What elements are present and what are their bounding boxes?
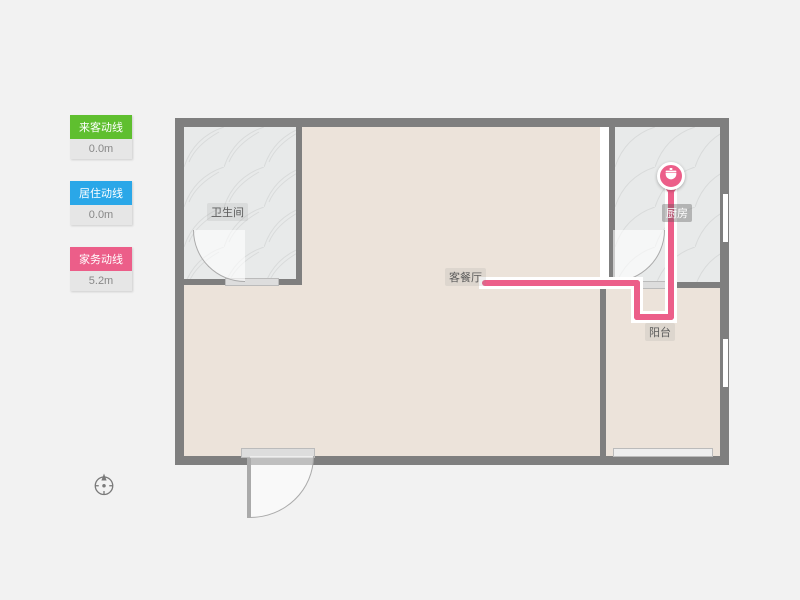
legend-item-visitor: 来客动线 0.0m	[70, 115, 132, 159]
legend-label: 居住动线	[70, 181, 132, 205]
legend: 来客动线 0.0m 居住动线 0.0m 家务动线 5.2m	[70, 115, 132, 313]
path-segment	[482, 280, 640, 286]
room-label-balcony: 阳台	[645, 323, 675, 341]
room-label-living: 客餐厅	[445, 268, 486, 286]
room-living	[302, 127, 600, 456]
window-right-upper	[722, 193, 729, 243]
legend-value: 0.0m	[70, 205, 132, 225]
door-slab-main	[247, 458, 251, 518]
kitchen-marker	[657, 162, 685, 190]
sliding-door-balcony	[613, 448, 713, 457]
floorplan: 卫生间 客餐厅 厨房 阳台	[175, 118, 729, 465]
door-arc-main	[250, 456, 314, 518]
legend-value: 0.0m	[70, 139, 132, 159]
legend-label: 来客动线	[70, 115, 132, 139]
window-right-lower	[722, 338, 729, 388]
legend-label: 家务动线	[70, 247, 132, 271]
legend-value: 5.2m	[70, 271, 132, 291]
compass-icon	[90, 470, 118, 498]
pot-icon	[663, 166, 679, 187]
room-label-bathroom: 卫生间	[207, 203, 248, 221]
room-label-kitchen: 厨房	[662, 204, 692, 222]
legend-item-housework: 家务动线 5.2m	[70, 247, 132, 291]
legend-item-living: 居住动线 0.0m	[70, 181, 132, 225]
